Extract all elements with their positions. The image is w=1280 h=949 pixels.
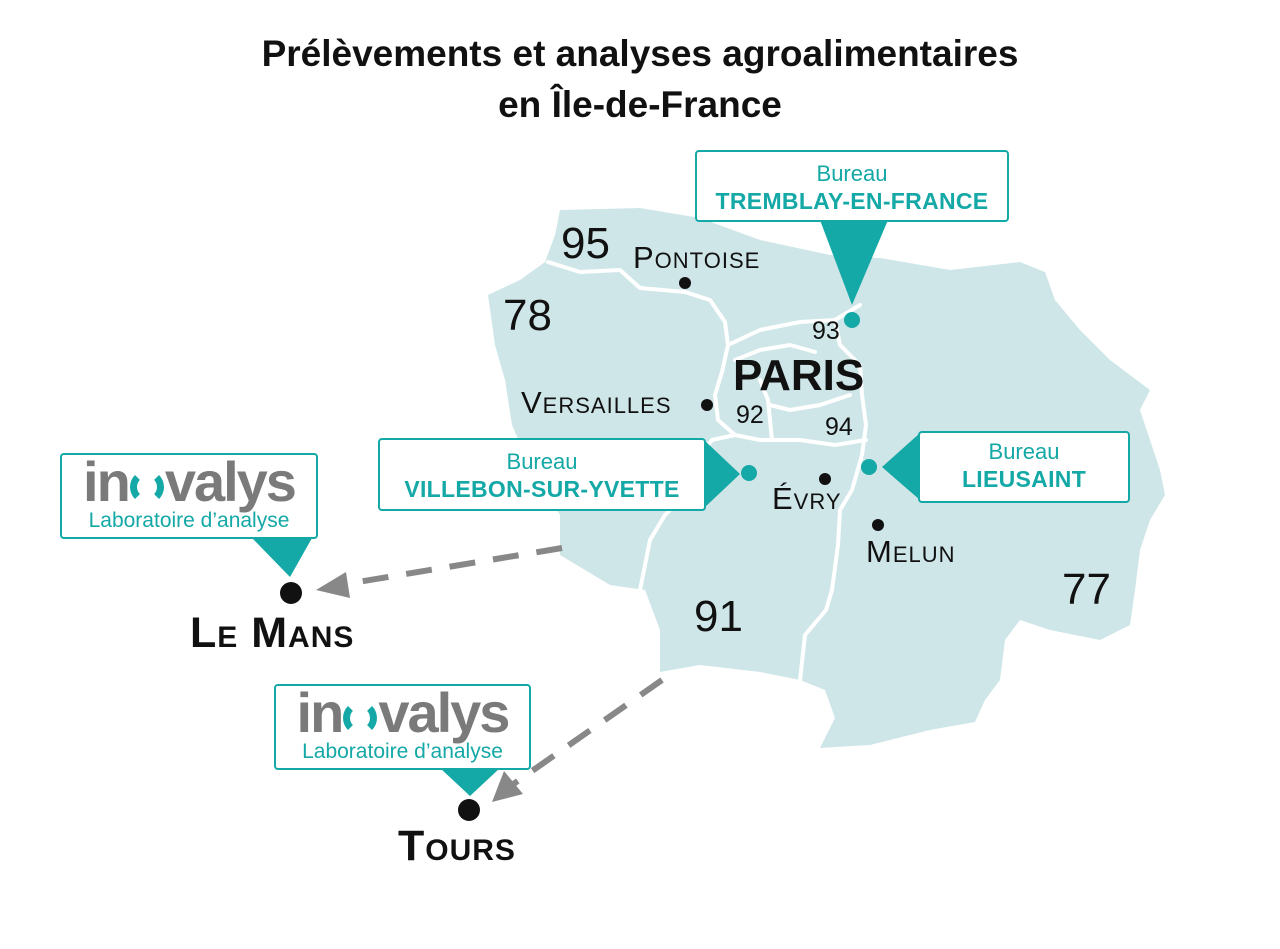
transfer-arrows (339, 545, 664, 788)
dept-95-label: 95 (561, 219, 610, 268)
dot-bureau-villebon (741, 465, 757, 481)
bureau-villebon-label: Bureau (506, 449, 578, 474)
city-evry-label: Évry (772, 481, 842, 516)
bureau-tremblay-name: TREMBLAY-EN-FRANCE (715, 188, 989, 214)
dot-tours (458, 799, 480, 821)
dot-bureau-tremblay (844, 312, 860, 328)
city-pontoise-label: Pontoise (633, 240, 761, 275)
dept-94-label: 94 (825, 413, 853, 441)
arrow-to-tours (510, 677, 664, 788)
pointer-logo-tours (440, 768, 500, 796)
city-tours-label: Tours (398, 822, 516, 870)
arrow-to-le-mans (339, 545, 563, 588)
inovalys-o-mark-icon (343, 701, 378, 735)
dot-le-mans (280, 582, 302, 604)
inovalys-logo-tours: in valys Laboratoire d’analyse (274, 684, 531, 770)
arrowhead-le-mans (316, 572, 350, 598)
arrowhead-tours (492, 771, 523, 802)
dept-78-label: 78 (503, 291, 552, 340)
bureau-lieusaint-callout: Bureau LIEUSAINT (918, 431, 1130, 503)
city-le-mans-label: Le Mans (190, 609, 355, 657)
dot-melun (872, 519, 884, 531)
city-melun-label: Melun (866, 534, 956, 569)
bureau-villebon-callout: Bureau VILLEBON-SUR-YVETTE (378, 438, 706, 511)
city-paris-label: PARIS (733, 351, 865, 400)
bureau-tremblay-label: Bureau (816, 161, 888, 186)
dot-versailles (701, 399, 713, 411)
city-versailles-label: Versailles (521, 385, 672, 420)
title-line-2: en Île-de-France (498, 84, 782, 125)
inovalys-wordmark: in valys (296, 681, 511, 744)
inovalys-o-mark-icon (129, 470, 164, 504)
lab-subtitle-le-mans: Laboratoire d’analyse (88, 509, 290, 532)
dept-93-label: 93 (812, 317, 840, 345)
dot-pontoise (679, 277, 691, 289)
pointer-villebon (704, 440, 740, 508)
inovalys-wordmark: in valys (83, 450, 297, 513)
department-borders (546, 260, 868, 682)
map-title: Prélèvements et analyses agroalimentaire… (0, 28, 1280, 130)
dept-77-label: 77 (1062, 565, 1111, 614)
bureau-lieusaint-name: LIEUSAINT (961, 466, 1087, 492)
inovalys-logo-le-mans: in valys Laboratoire d’analyse (60, 453, 318, 539)
dept-92-label: 92 (736, 401, 764, 429)
bureau-lieusaint-label: Bureau (988, 439, 1060, 464)
dept-91-label: 91 (694, 592, 743, 641)
dot-bureau-lieusaint (861, 459, 877, 475)
pointer-tremblay (820, 220, 888, 305)
pointer-logo-le-mans (252, 538, 312, 577)
dot-evry (819, 473, 831, 485)
bureau-villebon-name: VILLEBON-SUR-YVETTE (404, 476, 680, 502)
pointer-lieusaint (882, 433, 920, 500)
title-line-1: Prélèvements et analyses agroalimentaire… (261, 33, 1019, 74)
bureau-tremblay-callout: Bureau TREMBLAY-EN-FRANCE (695, 150, 1009, 222)
lab-subtitle-tours: Laboratoire d’analyse (302, 740, 503, 763)
